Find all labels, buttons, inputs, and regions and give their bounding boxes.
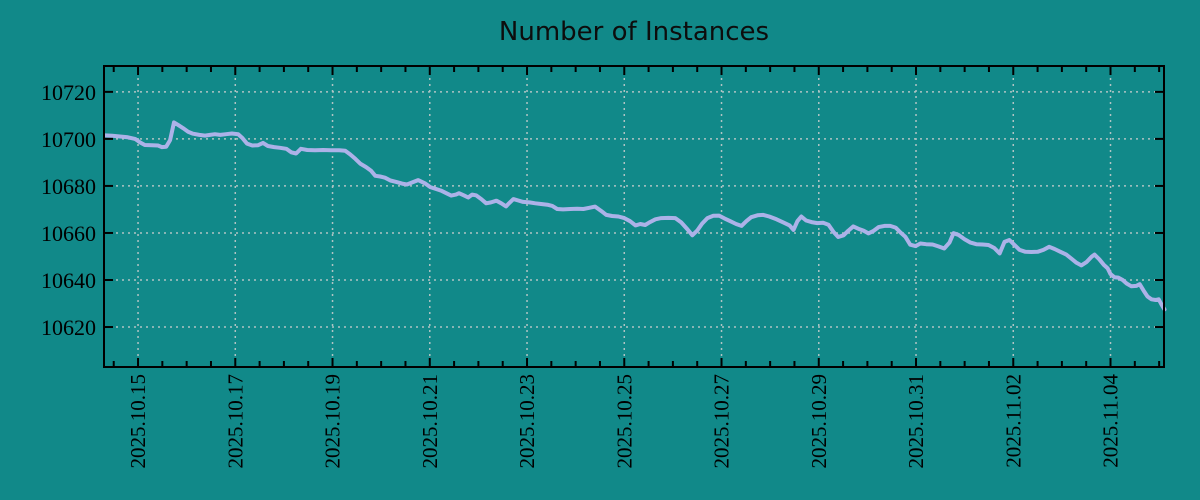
- x-tick-label: 2025.10.31: [904, 374, 928, 469]
- x-tick-label: 2025.10.19: [321, 374, 345, 469]
- y-tick-label: 10700: [41, 127, 96, 152]
- axis-ticks: [105, 67, 1163, 366]
- x-tick-label: 2025.11.02: [1001, 374, 1025, 468]
- y-tick-label: 10680: [41, 174, 96, 199]
- plot-border: [103, 65, 1165, 368]
- series-line-instances: [103, 120, 1167, 312]
- x-tick-label: 2025.10.23: [515, 374, 539, 469]
- x-tick-label: 2025.10.25: [612, 374, 636, 469]
- chart-title: Number of Instances: [499, 17, 769, 47]
- x-tick-label: 2025.10.21: [418, 374, 442, 469]
- x-tick-label: 2025.11.04: [1099, 374, 1123, 468]
- y-tick-label: 10660: [41, 221, 96, 246]
- x-tick-label: 2025.10.27: [710, 374, 734, 469]
- y-tick-label: 10620: [41, 315, 96, 340]
- x-tick-label: 2025.10.29: [807, 374, 831, 469]
- y-tick-label: 10640: [41, 268, 96, 293]
- x-tick-label: 2025.10.15: [126, 374, 150, 469]
- y-tick-label: 10720: [41, 80, 96, 105]
- x-tick-label: 2025.10.17: [223, 374, 247, 469]
- gridlines: [104, 66, 1164, 367]
- axis-labels: 10720 10700 10680 10660 10640 10620 2025.10.15…: [41, 80, 1123, 469]
- data-series: [103, 120, 1167, 312]
